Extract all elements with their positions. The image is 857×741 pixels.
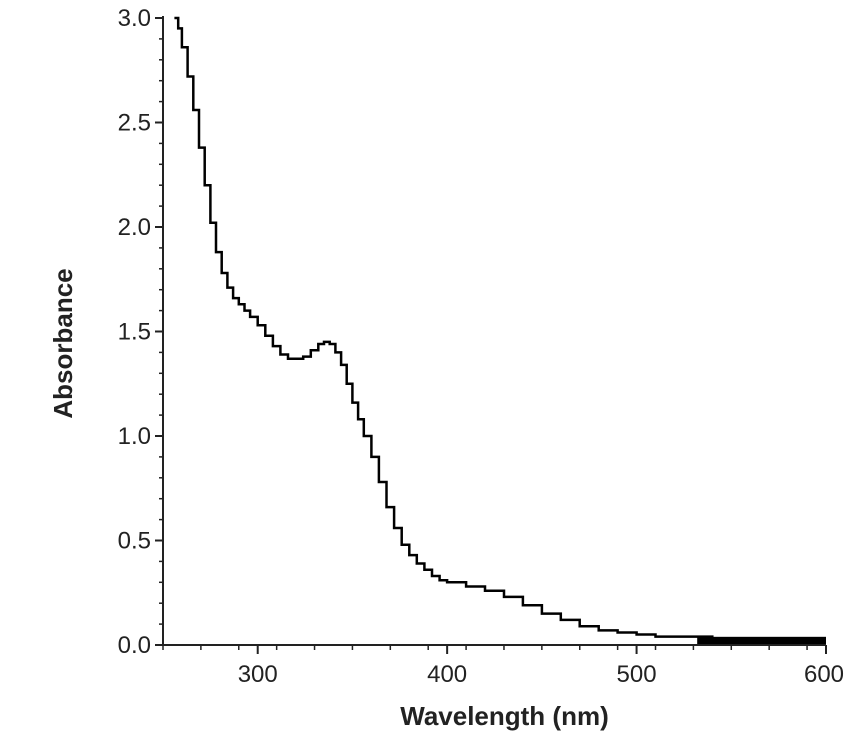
series-noise-band xyxy=(697,636,826,645)
x-axis-title: Wavelength (nm) xyxy=(400,701,608,731)
absorbance-series-line xyxy=(174,16,826,643)
axes-layer xyxy=(162,16,826,646)
x-tick-label: 400 xyxy=(427,661,467,688)
y-tick-label: 2.5 xyxy=(118,110,151,137)
y-tick-label: 2.0 xyxy=(118,214,151,241)
y-tick-label: 0.0 xyxy=(118,632,151,659)
x-tick-label: 300 xyxy=(238,661,278,688)
y-tick-label: 1.0 xyxy=(118,423,151,450)
y-tick-label: 0.5 xyxy=(118,528,151,555)
y-axis-title: Absorbance xyxy=(48,268,78,418)
x-tick-label: 600 xyxy=(804,661,844,688)
x-tick-label: 500 xyxy=(617,661,657,688)
y-tick-label: 3.0 xyxy=(118,5,151,32)
y-tick-label: 1.5 xyxy=(118,319,151,346)
series-layer xyxy=(174,16,826,645)
